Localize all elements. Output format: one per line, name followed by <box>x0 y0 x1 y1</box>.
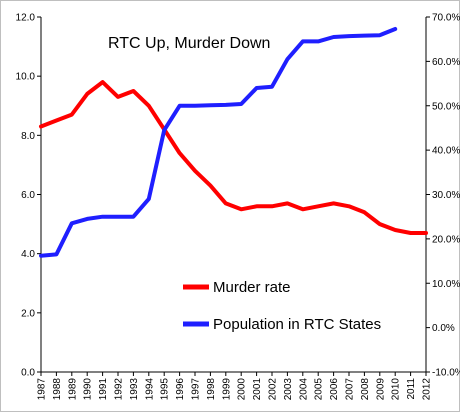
right-tick-label: -10.0% <box>432 368 460 379</box>
left-tick-label: 10.0 <box>16 72 36 83</box>
series-layer <box>39 27 428 258</box>
left-tick-label: 0.0 <box>21 368 35 379</box>
x-axis-ticks: 1987 1988 1989 1990 1991 1992 1993 1994 1995 1996… <box>37 372 433 400</box>
series-line-population-in-rtc-states <box>39 27 398 258</box>
x-tick-label: 2009 <box>375 378 386 401</box>
x-tick-label: 2008 <box>360 378 371 401</box>
right-tick-label: 50.0% <box>432 101 460 112</box>
right-tick-label: 40.0% <box>432 146 460 157</box>
x-tick-label: 1992 <box>114 378 125 401</box>
x-tick-label: 2003 <box>283 378 294 401</box>
x-tick-label: 2004 <box>298 378 309 401</box>
right-tick-label: 30.0% <box>432 190 460 201</box>
x-tick-label: 1987 <box>37 378 48 401</box>
x-tick-label: 1994 <box>144 378 155 401</box>
left-tick-label: 8.0 <box>21 131 35 142</box>
x-tick-label: 1989 <box>67 378 78 401</box>
legend-label-murder-rate: Murder rate <box>213 279 291 296</box>
x-tick-label: 1997 <box>191 378 202 401</box>
left-tick-label: 2.0 <box>21 308 35 319</box>
x-tick-label: 2007 <box>345 378 356 401</box>
right-tick-label: 60.0% <box>432 57 460 68</box>
x-tick-label: 2002 <box>268 378 279 401</box>
left-tick-label: 6.0 <box>21 190 35 201</box>
x-tick-label: 2012 <box>422 378 433 401</box>
x-tick-label: 1988 <box>52 378 63 401</box>
x-tick-label: 1990 <box>83 378 94 401</box>
x-tick-label: 1998 <box>206 378 217 401</box>
right-tick-label: 20.0% <box>432 234 460 245</box>
x-tick-label: 2001 <box>252 378 263 401</box>
x-tick-label: 1996 <box>175 378 186 401</box>
x-tick-label: 2005 <box>314 378 325 401</box>
x-tick-label: 2006 <box>329 378 340 401</box>
x-tick-label: 2000 <box>237 378 248 401</box>
right-tick-label: 70.0% <box>432 13 460 24</box>
x-tick-label: 1991 <box>98 378 109 401</box>
legend: Murder rate Population in RTC States <box>183 279 381 333</box>
chart-title: RTC Up, Murder Down <box>108 35 270 52</box>
x-tick-label: 1999 <box>221 378 232 401</box>
left-tick-label: 4.0 <box>21 249 35 260</box>
x-tick-label: 2010 <box>391 378 402 401</box>
right-tick-label: 0.0% <box>432 323 455 334</box>
right-tick-label: 10.0% <box>432 279 460 290</box>
series-line-murder-rate <box>39 80 428 235</box>
left-axis-ticks: 0.0 2.0 4.0 6.0 8.0 10.0 12.0 <box>16 13 41 379</box>
legend-label-population-rtc: Population in RTC States <box>213 316 381 333</box>
x-tick-label: 2011 <box>406 378 417 400</box>
left-tick-label: 12.0 <box>16 13 36 24</box>
right-axis-ticks: -10.0% 0.0% 10.0% 20.0% 30.0% 40.0% 50.0% 60.0%… <box>426 13 460 379</box>
x-tick-label: 1995 <box>160 378 171 401</box>
x-tick-label: 1993 <box>129 378 140 401</box>
